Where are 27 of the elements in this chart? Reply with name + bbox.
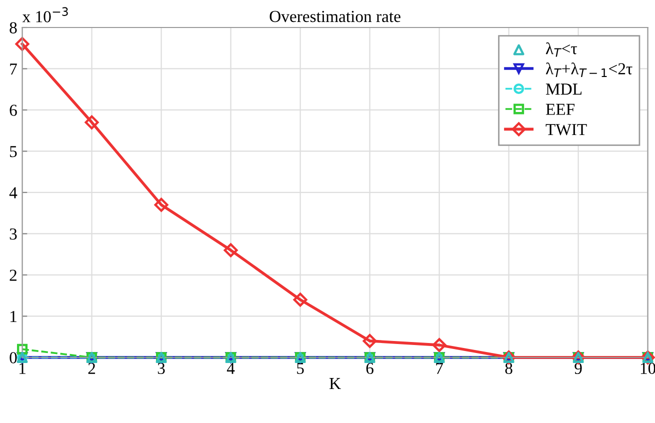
- text: x 10$^{−3}$: [22, 7, 68, 22]
- legend-label: EEF: [546, 104, 574, 115]
- y-tick-label: 8: [10, 22, 17, 34]
- x-tick-label: 10: [640, 362, 655, 374]
- x-tick-label: 8: [505, 362, 512, 374]
- y-tick-label: 2: [10, 270, 16, 281]
- y-tick-label: 5: [10, 146, 17, 158]
- x-tick-label: 1: [20, 362, 26, 374]
- y-tick-label: 4: [9, 187, 18, 198]
- y-tick-label: 1: [10, 310, 16, 322]
- x-tick-label: 7: [436, 362, 443, 374]
- legend-label: λ$_{T}$<τ: [546, 42, 578, 57]
- y-tick-label: 3: [10, 228, 17, 240]
- x-tick-label: 4: [226, 362, 235, 374]
- legend-label: TWIT: [546, 124, 587, 136]
- legend-label: λ$_{T}$+λ$_{T−1}$<2τ: [546, 62, 632, 78]
- y-tick-label: 6: [10, 104, 17, 116]
- x-tick-label: 5: [297, 362, 304, 374]
- y-tick-label: 0: [10, 352, 17, 364]
- x-tick-label: 6: [366, 362, 374, 374]
- x-tick-label: 3: [158, 362, 165, 374]
- x-axis-title: K: [329, 378, 341, 389]
- legend-label: MDL: [546, 84, 582, 95]
- y-tick-label: 7: [10, 64, 17, 75]
- x-tick-label: 2: [88, 362, 96, 374]
- x-tick-label: 9: [574, 362, 582, 374]
- chart-title: Overestimation rate: [270, 10, 400, 22]
